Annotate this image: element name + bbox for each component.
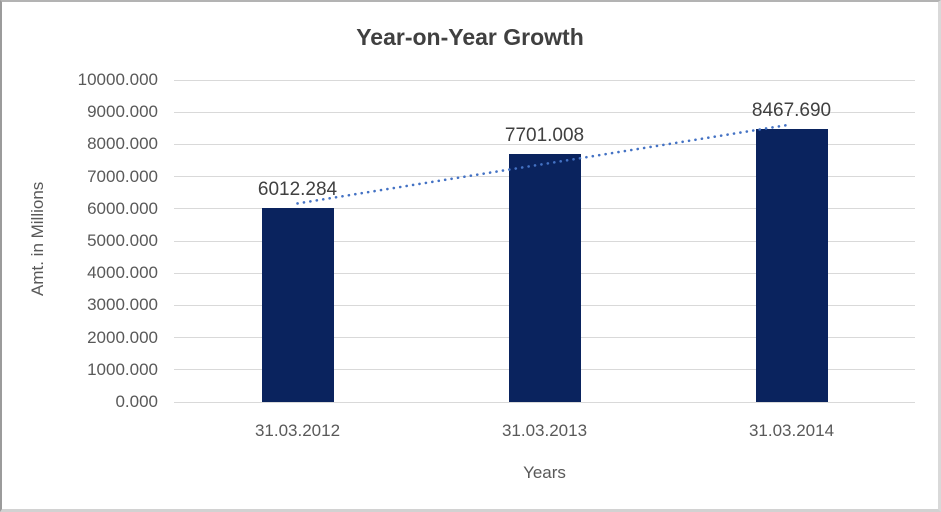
gridline: [174, 401, 915, 403]
trendline-path: [296, 123, 793, 205]
y-axis-tick-label: 0.000: [115, 392, 158, 411]
bar-data-label: 6012.284: [257, 179, 338, 201]
gridline: [174, 111, 915, 113]
bar: [755, 129, 828, 402]
gridline: [174, 79, 915, 81]
x-axis-title: Years: [523, 463, 566, 482]
y-axis-tick-label: 7000.000: [87, 166, 158, 186]
gridline: [174, 143, 915, 145]
bar-data-label: 7701.008: [504, 125, 585, 147]
x-axis-tick-label: 31.03.2013: [501, 421, 588, 440]
x-axis-tick-label: 31.03.2012: [254, 421, 341, 440]
bar-data-label: 8467.690: [751, 100, 832, 122]
y-axis-tick-label: 8000.000: [87, 134, 158, 154]
x-axis-tick-label: 31.03.2014: [748, 421, 835, 440]
y-axis-tick-label: 10000.000: [77, 70, 158, 89]
bar: [261, 208, 334, 402]
y-axis-tick-label: 1000.000: [87, 359, 158, 379]
y-axis-tick-label: 6000.000: [87, 198, 158, 218]
y-axis-tick-label: 9000.000: [87, 102, 158, 122]
bar: [508, 154, 581, 402]
y-axis-tick-label: 4000.000: [87, 263, 158, 283]
chart-title: Year-on-Year Growth: [356, 24, 584, 50]
y-axis-tick-label: 3000.000: [87, 295, 158, 315]
y-axis-tick-label: 2000.000: [87, 327, 158, 347]
trendline: [296, 123, 793, 205]
y-axis-tick-label: 5000.000: [87, 231, 158, 250]
